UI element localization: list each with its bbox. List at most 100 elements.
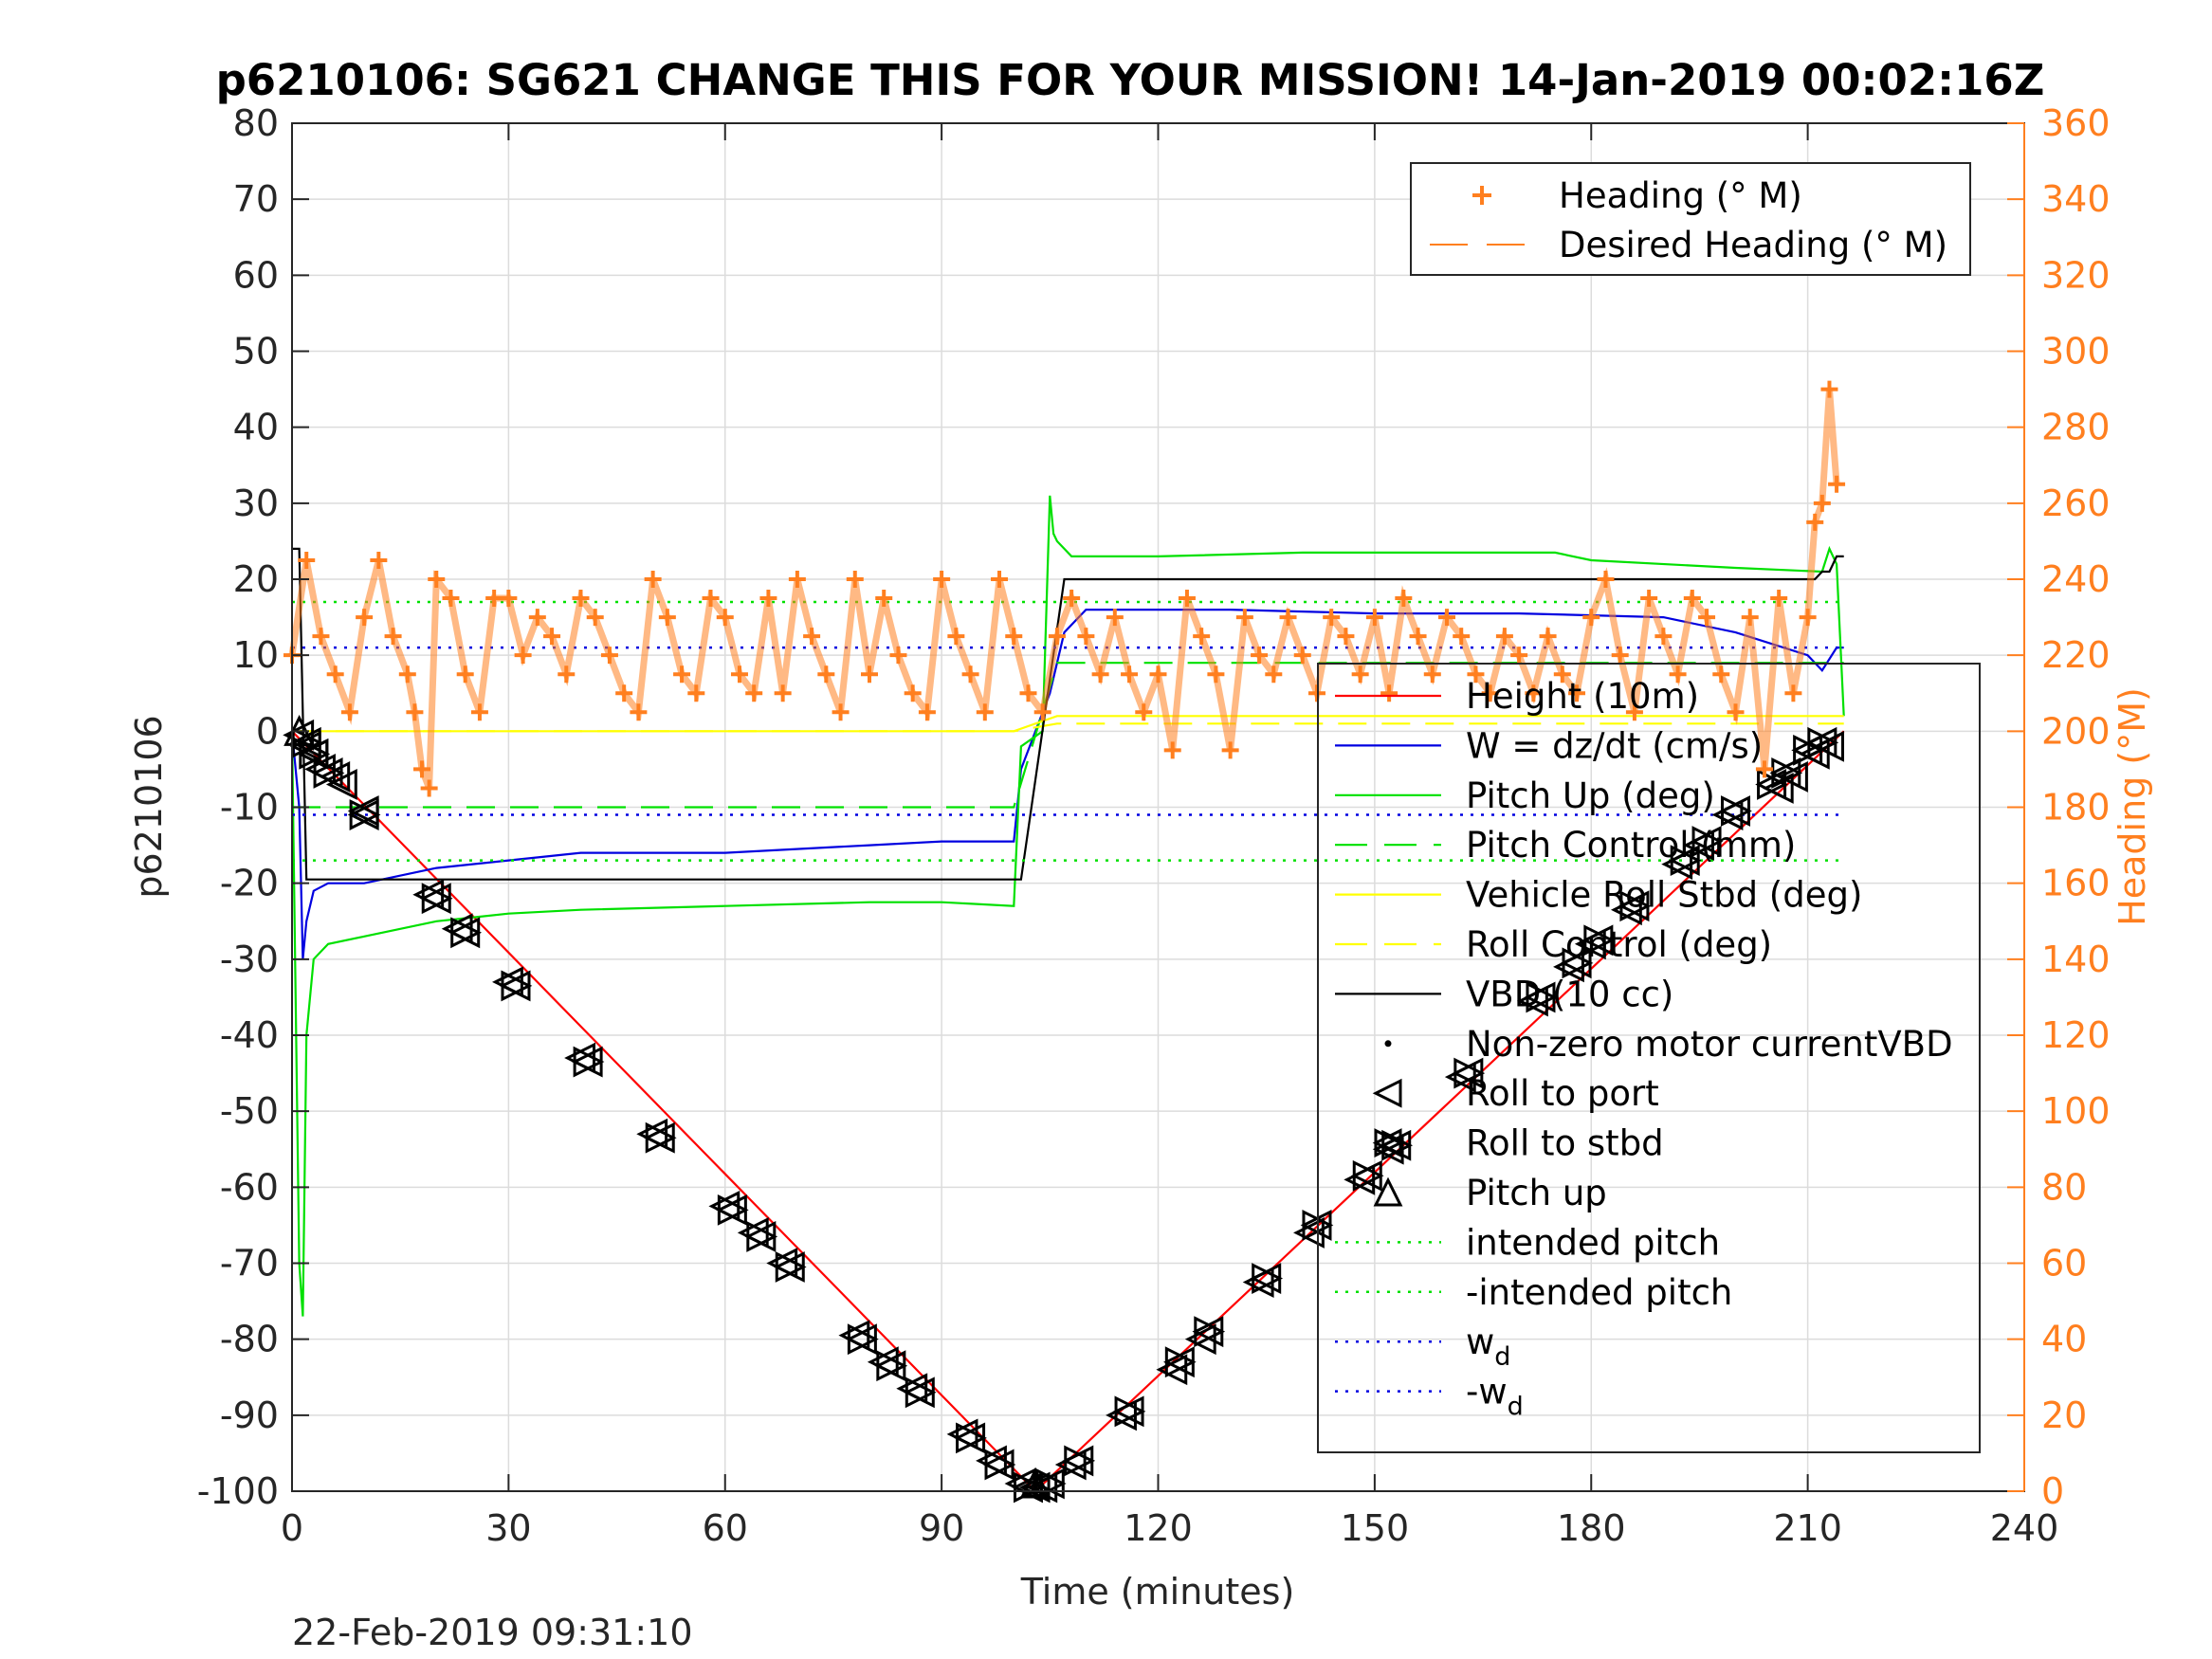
legend-heading-box xyxy=(1410,162,1971,276)
heading-point xyxy=(630,703,648,721)
roll-to-stbd-marker xyxy=(903,1376,937,1409)
heading-point xyxy=(1091,665,1109,684)
heading-point xyxy=(1106,609,1124,627)
y-tick-label: 50 xyxy=(233,331,279,373)
legend-main-label: Pitch Up (deg) xyxy=(1466,775,1715,816)
y2-axis-label: Heading (°M) xyxy=(2111,687,2153,926)
roll-to-stbd-marker xyxy=(1719,795,1752,827)
y2-tick-label: 200 xyxy=(2041,710,2111,752)
heading-point xyxy=(1178,590,1196,608)
x-tick-label: 240 xyxy=(1990,1507,2059,1549)
y2-tick-label: 180 xyxy=(2041,787,2111,829)
heading-point xyxy=(558,665,576,684)
heading-point xyxy=(1481,684,1499,702)
heading-point xyxy=(1438,609,1455,627)
heading-point xyxy=(846,571,864,588)
y2-tick-label: 340 xyxy=(2041,178,2111,220)
legend-main-label: Vehicle Roll Stbd (deg) xyxy=(1466,875,1862,916)
legend-main-label: -intended pitch xyxy=(1466,1272,1732,1313)
roll-to-stbd-marker xyxy=(1452,1057,1486,1089)
legend-main-label: Roll to stbd xyxy=(1466,1123,1664,1164)
y-tick-label: -40 xyxy=(220,1014,279,1056)
heading-point xyxy=(1813,494,1831,512)
heading-point xyxy=(1365,609,1383,627)
legend-main-label: Roll Control (deg) xyxy=(1466,924,1772,965)
series-roll-control-deg xyxy=(292,722,1844,733)
heading-point xyxy=(442,590,460,608)
x-axis-label: Time (minutes) xyxy=(1020,1571,1295,1613)
legend-plus-symbol xyxy=(1472,186,1491,205)
roll-to-port-marker xyxy=(1156,1354,1188,1386)
heading-point xyxy=(803,628,821,646)
heading-point xyxy=(832,703,850,721)
heading-point xyxy=(1279,609,1297,627)
roll-to-stbd-marker xyxy=(1250,1263,1284,1294)
heading-point xyxy=(702,590,720,608)
heading-point xyxy=(1453,628,1471,646)
heading-point xyxy=(398,665,416,684)
heading-point xyxy=(947,628,965,646)
heading-point xyxy=(1539,628,1557,646)
x-tick-label: 210 xyxy=(1773,1507,1842,1549)
heading-point xyxy=(384,628,402,646)
heading-point xyxy=(470,703,488,721)
heading-point xyxy=(991,571,1009,588)
roll-to-stbd-marker xyxy=(1769,757,1803,789)
legend-main: Height (10m) W = dz/dt (cm/s) Pitch Up (de… xyxy=(1317,663,1981,1453)
y2-tick-label: 40 xyxy=(2041,1319,2087,1360)
roll-to-stbd-marker xyxy=(744,1221,778,1252)
heading-point xyxy=(1727,703,1745,721)
y2-tick-label: 220 xyxy=(2041,634,2111,676)
heading-point xyxy=(1770,590,1788,608)
y-tick-label: 0 xyxy=(256,710,279,752)
x-tick-label: 30 xyxy=(485,1507,531,1549)
legend-main-label: Pitch Control (mm) xyxy=(1466,825,1796,866)
roll-to-stbd-marker xyxy=(1581,924,1616,957)
heading-point xyxy=(485,590,503,608)
roll-to-stbd-marker xyxy=(571,1046,605,1078)
roll-to-stbd-marker xyxy=(1192,1316,1226,1348)
heading-point xyxy=(1755,760,1773,778)
legend-bowtie-symbol xyxy=(1372,1128,1404,1158)
heading-point xyxy=(976,703,994,721)
heading-point xyxy=(1323,609,1341,627)
heading-point xyxy=(1221,741,1239,759)
heading-point xyxy=(673,665,691,684)
legend-main-box xyxy=(1317,663,1981,1453)
x-tick-label: 150 xyxy=(1341,1507,1410,1549)
heading-point xyxy=(644,571,662,588)
heading-point xyxy=(413,760,431,778)
roll-to-port-marker xyxy=(1293,1217,1325,1249)
roll-to-stbd-marker xyxy=(874,1350,908,1382)
legend-main-label: Roll to port xyxy=(1466,1073,1659,1114)
heading-point xyxy=(1207,665,1225,684)
heading-point xyxy=(615,684,633,702)
heading-point xyxy=(889,647,907,665)
footer-timestamp: 22-Feb-2019 09:31:10 xyxy=(292,1612,693,1653)
heading-point xyxy=(312,628,330,646)
heading-point xyxy=(1121,665,1139,684)
heading-point xyxy=(1820,380,1838,398)
y-tick-label: -30 xyxy=(220,939,279,980)
heading-point xyxy=(1063,590,1081,608)
heading-point xyxy=(1510,647,1528,665)
y-tick-label: 60 xyxy=(233,254,279,296)
heading-point xyxy=(1423,665,1441,684)
y2-tick-label: 80 xyxy=(2041,1166,2087,1208)
series-pitch-up-deg xyxy=(290,495,1845,1317)
y-tick-label: -50 xyxy=(220,1090,279,1132)
heading-point xyxy=(1495,628,1513,646)
roll-to-stbd-marker xyxy=(1350,1159,1384,1192)
roll-to-stbd-marker xyxy=(1690,826,1724,858)
heading-point xyxy=(1553,665,1571,684)
y2-tick-label: 120 xyxy=(2041,1014,2111,1056)
heading-point xyxy=(759,590,777,608)
heading-point xyxy=(1235,609,1253,627)
roll-to-stbd-marker xyxy=(1524,981,1558,1013)
heading-point xyxy=(1307,684,1325,702)
y-tick-label: 80 xyxy=(233,102,279,144)
heading-point xyxy=(961,665,979,684)
heading-point xyxy=(500,590,518,608)
heading-point xyxy=(1019,684,1037,702)
y-axis-right: 3603403203002802602402202001801601401201… xyxy=(2007,102,2111,1512)
